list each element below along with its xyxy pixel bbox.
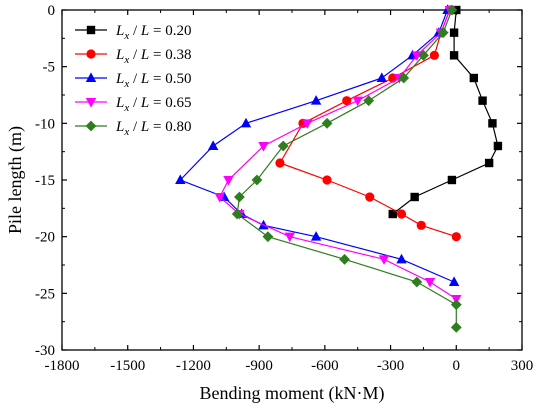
data-point bbox=[262, 231, 274, 243]
data-point bbox=[322, 175, 332, 185]
data-point bbox=[240, 117, 252, 128]
legend-label: Lx / L = 0.65 bbox=[115, 95, 191, 114]
data-point bbox=[376, 72, 388, 82]
data-point bbox=[410, 192, 419, 202]
data-point bbox=[231, 208, 243, 220]
y-tick-label: -20 bbox=[35, 230, 55, 246]
legend-label: Lx / L = 0.20 bbox=[115, 23, 191, 42]
data-point bbox=[447, 175, 457, 185]
series-layer bbox=[175, 4, 503, 333]
y-tick-label: -30 bbox=[35, 343, 55, 359]
y-tick-label: -25 bbox=[35, 286, 55, 302]
series-5 bbox=[231, 4, 462, 333]
legend-item-3: Lx / L = 0.50 bbox=[75, 71, 191, 90]
x-tick-label: -900 bbox=[245, 358, 273, 374]
data-point bbox=[342, 96, 352, 106]
data-point bbox=[284, 232, 296, 243]
data-point bbox=[388, 209, 397, 219]
y-axis-title: Pile length (m) bbox=[5, 126, 26, 234]
data-point bbox=[302, 119, 313, 129]
legend-item-2: Lx / L = 0.38 bbox=[75, 47, 191, 66]
data-point bbox=[424, 278, 436, 288]
x-tick-label: -1800 bbox=[45, 358, 80, 374]
x-axis-title: Bending moment (kN·M) bbox=[200, 383, 385, 404]
legend-marker bbox=[85, 72, 97, 82]
x-tick-label: -1200 bbox=[176, 358, 211, 374]
legend-label: Lx / L = 0.38 bbox=[115, 47, 191, 66]
data-point bbox=[469, 73, 479, 83]
data-point bbox=[396, 253, 407, 264]
data-point bbox=[411, 51, 423, 61]
data-point bbox=[310, 95, 322, 105]
data-point bbox=[251, 174, 263, 186]
data-point bbox=[484, 158, 494, 168]
data-point bbox=[411, 276, 423, 288]
data-point bbox=[214, 193, 225, 203]
data-point bbox=[396, 209, 407, 219]
data-point bbox=[339, 253, 350, 265]
legend-marker bbox=[85, 98, 97, 108]
series-line bbox=[218, 9, 457, 300]
data-point bbox=[446, 4, 458, 16]
data-point bbox=[275, 158, 285, 168]
legend-item-5: Lx / L = 0.80 bbox=[75, 119, 191, 138]
data-point bbox=[450, 299, 462, 311]
data-point bbox=[418, 49, 429, 61]
data-point bbox=[429, 50, 439, 60]
x-tick-label: -1500 bbox=[110, 358, 145, 374]
data-point bbox=[493, 141, 503, 151]
data-point bbox=[488, 119, 497, 128]
axes: -1800 -1500 -1200 -900 -600 -300 0 300 0 -5 -10 -15… bbox=[5, 3, 533, 404]
legend: Lx / L = 0.20 Lx / L = 0.38 Lx / L = 0.50 L… bbox=[75, 23, 191, 138]
data-point bbox=[449, 28, 459, 37]
data-point bbox=[398, 72, 410, 84]
data-point bbox=[234, 191, 245, 203]
data-point bbox=[310, 231, 322, 241]
data-point bbox=[363, 95, 375, 107]
x-tick-label: -300 bbox=[377, 358, 405, 374]
data-point bbox=[223, 176, 234, 186]
data-point bbox=[437, 27, 449, 39]
data-point bbox=[352, 96, 363, 107]
data-point bbox=[448, 276, 460, 286]
data-point bbox=[175, 174, 186, 184]
legend-marker bbox=[86, 49, 96, 59]
y-tick-label: -15 bbox=[35, 173, 55, 189]
legend-item-1: Lx / L = 0.20 bbox=[75, 23, 191, 42]
x-tick-label: 300 bbox=[511, 358, 534, 374]
data-point bbox=[277, 140, 289, 152]
data-point bbox=[258, 142, 269, 152]
legend-marker bbox=[85, 120, 97, 132]
data-point bbox=[478, 96, 487, 105]
data-point bbox=[450, 321, 462, 333]
data-point bbox=[207, 140, 219, 150]
data-point bbox=[451, 232, 461, 242]
data-point bbox=[378, 255, 390, 265]
y-tick-label: -5 bbox=[43, 60, 56, 76]
data-point bbox=[449, 51, 459, 60]
legend-marker bbox=[86, 25, 96, 35]
y-tick-label: -10 bbox=[35, 116, 55, 132]
legend-item-4: Lx / L = 0.65 bbox=[75, 95, 191, 114]
data-point bbox=[321, 117, 333, 129]
data-point bbox=[365, 192, 375, 202]
legend-label: Lx / L = 0.50 bbox=[115, 71, 191, 90]
data-point bbox=[416, 220, 426, 230]
series-line bbox=[179, 9, 455, 283]
y-tick-label: 0 bbox=[48, 3, 56, 19]
legend-label: Lx / L = 0.80 bbox=[115, 119, 191, 138]
x-tick-label: -600 bbox=[311, 358, 339, 374]
x-tick-label: 0 bbox=[453, 358, 461, 374]
